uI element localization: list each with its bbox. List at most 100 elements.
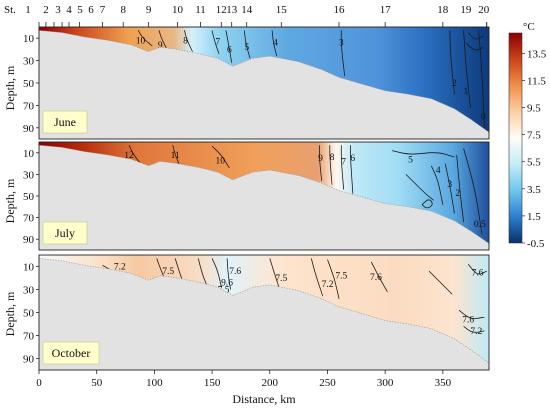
colorbar-tick-label: 11.5 xyxy=(527,75,546,87)
month-label-box xyxy=(42,110,88,134)
isotherm-label: 9.6 xyxy=(221,279,233,289)
isotherm-label: 7 xyxy=(341,157,346,167)
isotherm-june-6 xyxy=(271,30,278,57)
y-tick-label: 70 xyxy=(23,100,35,112)
isotherm-label: 10 xyxy=(215,156,225,166)
isotherm-july-8 xyxy=(405,174,435,201)
isotherm-july-9 xyxy=(430,165,444,206)
station-axis: St. 1 2 3 4 5 6 7 8 9 10 11 12 13 14 15 16 17 18 19 20 xyxy=(4,4,490,27)
isotherm-october-4 xyxy=(211,258,222,288)
isotherm-october-10 xyxy=(428,270,453,295)
isotherm-june-11 xyxy=(467,32,484,40)
isotherm-label: 7.2 xyxy=(470,327,482,337)
station-label-5: 5 xyxy=(77,4,83,16)
month-label-june: June xyxy=(54,115,76,129)
station-label-10: 10 xyxy=(172,4,184,16)
isotherm-june-12 xyxy=(465,42,484,51)
colorbar: °C 13.5 11.5 9.5 7.5 5.5 3.5 1.5 -0.5 xyxy=(508,21,547,250)
colorbar-tick-label: 13.5 xyxy=(527,48,547,60)
station-label-7: 7 xyxy=(100,4,106,16)
station-label-2: 2 xyxy=(43,4,49,16)
station-label-12: 12 xyxy=(216,4,227,16)
station-label-15: 15 xyxy=(276,4,288,16)
x-tick-label: 300 xyxy=(377,377,394,389)
isotherm-june-7 xyxy=(340,30,346,77)
isotherm-june-5 xyxy=(244,30,251,59)
station-label-9: 9 xyxy=(146,4,152,16)
isotherm-label: 7.5 xyxy=(335,272,347,282)
x-axis-label: Distance, km xyxy=(232,392,296,406)
month-label-box xyxy=(42,221,88,245)
isotherm-label: 5 xyxy=(408,155,413,165)
x-tick-label: 350 xyxy=(435,377,452,389)
station-prefix: St. xyxy=(4,4,16,16)
isotherm-july-3 xyxy=(319,145,323,182)
isotherm-label: 7.6 xyxy=(229,267,241,277)
isotherm-july-7 xyxy=(392,150,455,158)
sea-floor-july xyxy=(39,144,489,250)
colorbar-scale xyxy=(508,32,523,244)
isotherm-label: 7 xyxy=(215,38,220,48)
colorbar-tick-label: 5.5 xyxy=(527,157,541,169)
isotherm-label: 7.5 xyxy=(162,267,174,277)
station-label-1: 1 xyxy=(25,4,31,16)
station-label-14: 14 xyxy=(241,4,253,16)
isotherm-october-12 xyxy=(463,325,485,333)
isotherm-june-3 xyxy=(211,30,220,55)
station-label-3: 3 xyxy=(55,4,61,16)
isotherm-october-13 xyxy=(467,263,487,275)
isotherm-label: 11 xyxy=(171,151,180,161)
isotherm-july-11 xyxy=(456,154,464,223)
isotherm-july-13 xyxy=(421,199,433,209)
sea-floor-october xyxy=(39,258,489,370)
isotherm-label: 7.5 xyxy=(275,274,287,284)
y-tick-label: 30 xyxy=(23,285,35,297)
isotherm-label: 5 xyxy=(244,43,249,53)
isotherm-label: 9 xyxy=(318,154,323,164)
isotherm-label: 2 xyxy=(452,79,457,89)
station-label-19: 19 xyxy=(460,4,472,16)
y-tick-label: 70 xyxy=(23,213,35,225)
isotherm-label: 2 xyxy=(455,189,460,199)
isotherm-june-2 xyxy=(184,30,193,53)
isotherm-july-6 xyxy=(350,145,354,195)
station-label-11: 11 xyxy=(195,4,206,16)
y-tick-label: 90 xyxy=(23,354,35,366)
isotherm-label: 7.6 xyxy=(370,273,382,283)
isotherm-label: 7.6 xyxy=(462,315,474,325)
isotherm-label: 4 xyxy=(273,39,278,49)
isotherm-october-8 xyxy=(327,259,340,300)
station-label-18: 18 xyxy=(437,4,449,16)
isotherm-label: 0 xyxy=(481,113,486,123)
isotherm-label: 8 xyxy=(183,36,188,46)
station-label-16: 16 xyxy=(334,4,346,16)
y-axis-label-june: Depth, m xyxy=(3,65,17,110)
colorbar-tick-label: -0.5 xyxy=(527,238,545,250)
station-label-4: 4 xyxy=(66,4,72,16)
y-tick-label: 50 xyxy=(23,78,35,90)
distance-axis: 0 50 100 150 200 250 300 350 xyxy=(36,370,452,389)
x-tick-label: 50 xyxy=(91,377,103,389)
isotherm-october-7 xyxy=(310,258,324,297)
isotherm-label: 1 xyxy=(464,87,469,97)
isotherm-label: 7.2 xyxy=(322,280,334,290)
x-tick-label: 0 xyxy=(36,377,42,389)
station-label-13: 13 xyxy=(226,4,238,16)
panel-october: 7.27.57.67.57.69.67.57.27.57.67.67.27.6O… xyxy=(23,254,490,371)
month-label-box xyxy=(42,341,100,365)
y-tick-label: 70 xyxy=(23,331,35,343)
isotherm-june-10 xyxy=(478,30,485,129)
y-tick-label: 30 xyxy=(23,56,35,68)
isotherm-july-10 xyxy=(444,163,455,214)
isotherm-july-12 xyxy=(463,148,483,236)
sea-floor-june xyxy=(39,30,489,139)
y-tick-label: 10 xyxy=(23,33,35,45)
panel-july: 12 11 10 9 8 7 6 5 432 0.5 July 10 30 50 70 90 xyxy=(23,141,490,251)
isotherm-label: 4 xyxy=(436,166,441,176)
month-label-july: July xyxy=(55,226,75,240)
isotherm-june-4 xyxy=(225,30,233,64)
isotherm-label: 0.5 xyxy=(474,220,486,230)
isotherm-label: 8 xyxy=(330,153,335,163)
